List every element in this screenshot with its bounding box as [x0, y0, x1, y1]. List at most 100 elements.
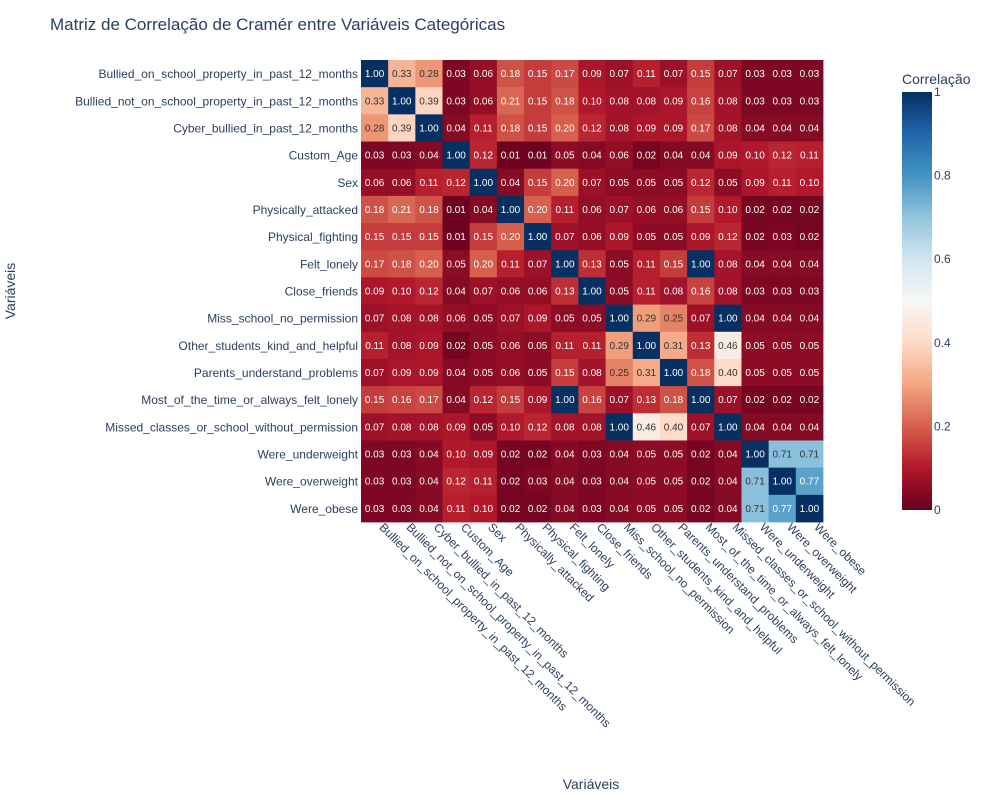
heatmap-cell	[496, 168, 525, 197]
heatmap-cell	[714, 331, 742, 360]
y-tick-labels: Bullied_on_school_property_in_past_12_mo…	[75, 67, 359, 516]
heatmap-cell	[659, 223, 688, 251]
cell-value-label: 0.03	[365, 151, 385, 162]
cell-value-label: 0.12	[419, 287, 439, 298]
cell-value-label: 0.04	[800, 123, 820, 134]
cell-value-label: 0.08	[419, 422, 439, 433]
heatmap-cell	[687, 60, 715, 88]
heatmap-cell	[768, 358, 797, 387]
cell-value-label: 0.18	[501, 123, 521, 134]
heatmap-cell	[524, 250, 552, 278]
cell-value-label: 0.06	[474, 96, 494, 107]
cell-value-label: 0.03	[773, 232, 793, 243]
cell-value-label: 0.11	[474, 123, 493, 134]
y-tick-label: Most_of_the_time_or_always_felt_lonely	[141, 393, 358, 407]
cell-value-label: 0.07	[365, 422, 385, 433]
heatmap-cell	[714, 87, 742, 115]
cell-value-label: 0.08	[582, 422, 602, 433]
heatmap-cell	[605, 304, 634, 333]
heatmap-cell	[714, 304, 742, 333]
heatmap-cell	[524, 413, 552, 441]
heatmap-cell	[632, 331, 661, 360]
heatmap-cell	[578, 250, 606, 278]
heatmap-cell	[605, 114, 634, 142]
cell-value-label: 0.12	[446, 477, 466, 488]
heatmap-cell	[659, 413, 688, 441]
heatmap-cell	[551, 467, 579, 496]
y-tick-label: Close_friends	[285, 285, 358, 299]
cell-value-label: 0.03	[446, 69, 466, 80]
heatmap-cell	[578, 358, 606, 387]
cell-value-label: 0.08	[718, 96, 738, 107]
cell-value-label: 0.04	[773, 123, 793, 134]
cell-value-label: 0.04	[800, 314, 820, 325]
cell-value-label: 0.09	[637, 123, 657, 134]
colorbar-gradient	[902, 92, 932, 510]
heatmap-cell	[578, 114, 606, 142]
heatmap-cell	[496, 358, 525, 387]
cell-value-label: 0.77	[773, 504, 793, 515]
cell-value-label: 0.18	[501, 69, 521, 80]
cell-value-label: 0.06	[392, 178, 412, 189]
cell-value-label: 0.12	[474, 395, 494, 406]
cell-value-label: 0.09	[474, 450, 494, 461]
heatmap-cell	[388, 168, 416, 197]
cell-value-label: 0.04	[501, 178, 521, 189]
heatmap-cell	[361, 494, 389, 523]
cell-value-label: 0.10	[718, 205, 738, 216]
heatmap-cell	[687, 277, 715, 305]
heatmap-cell	[361, 114, 389, 142]
cell-value-label: 1.00	[392, 96, 412, 107]
cell-value-label: 0.05	[555, 151, 575, 162]
cell-value-label: 0.09	[664, 96, 684, 107]
heatmap-cell	[415, 358, 443, 387]
heatmap-cell	[659, 467, 688, 496]
heatmap-cell	[741, 440, 770, 469]
heatmap-cell	[605, 60, 634, 88]
heatmap-cell	[415, 87, 443, 115]
y-tick-label: Cyber_bullied_in_past_12_months	[173, 121, 358, 135]
heatmap-cell	[551, 304, 579, 333]
cell-value-label: 0.13	[691, 341, 711, 352]
heatmap-cell	[687, 440, 715, 469]
heatmap-cell	[714, 440, 742, 469]
cell-value-label: 0.03	[392, 151, 412, 162]
heatmap-cell	[741, 413, 770, 441]
heatmap-cell	[795, 114, 824, 142]
heatmap-cell	[578, 413, 606, 441]
heatmap-cell	[741, 250, 770, 278]
heatmap-cell	[469, 386, 498, 414]
cell-value-label: 1.00	[745, 450, 765, 461]
cell-value-label: 0.18	[691, 368, 711, 379]
heatmap-cell	[605, 195, 634, 224]
y-tick-label: Sex	[337, 176, 358, 190]
heatmap-cell	[442, 168, 471, 197]
heatmap-cell	[687, 358, 715, 387]
heatmap-cell	[768, 440, 797, 469]
heatmap-cell	[768, 467, 797, 496]
cell-value-label: 0.03	[800, 69, 820, 80]
heatmap-cell	[442, 250, 471, 278]
cell-value-label: 0.46	[637, 422, 657, 433]
cell-value-label: 0.02	[637, 151, 657, 162]
y-tick-label: Other_students_kind_and_helpful	[179, 339, 358, 353]
heatmap-cell	[687, 386, 715, 414]
cell-value-label: 0.15	[501, 395, 521, 406]
heatmap-cell	[659, 141, 688, 170]
heatmap-cell	[687, 168, 715, 197]
heatmap-cell	[524, 168, 552, 197]
cell-value-label: 0.04	[773, 259, 793, 270]
heatmap-cell	[578, 467, 606, 496]
heatmap-cell	[605, 494, 634, 523]
heatmap-cell	[632, 467, 661, 496]
cell-value-label: 0.18	[392, 259, 412, 270]
cell-value-label: 0.08	[609, 96, 629, 107]
heatmap-cell	[659, 87, 688, 115]
heatmap-cell	[388, 277, 416, 305]
cell-value-label: 1.00	[773, 477, 793, 488]
heatmap-cell	[496, 413, 525, 441]
cell-value-label: 0.02	[691, 504, 711, 515]
cell-value-label: 0.05	[474, 314, 494, 325]
heatmap-cell	[605, 386, 634, 414]
cell-value-label: 1.00	[691, 259, 711, 270]
